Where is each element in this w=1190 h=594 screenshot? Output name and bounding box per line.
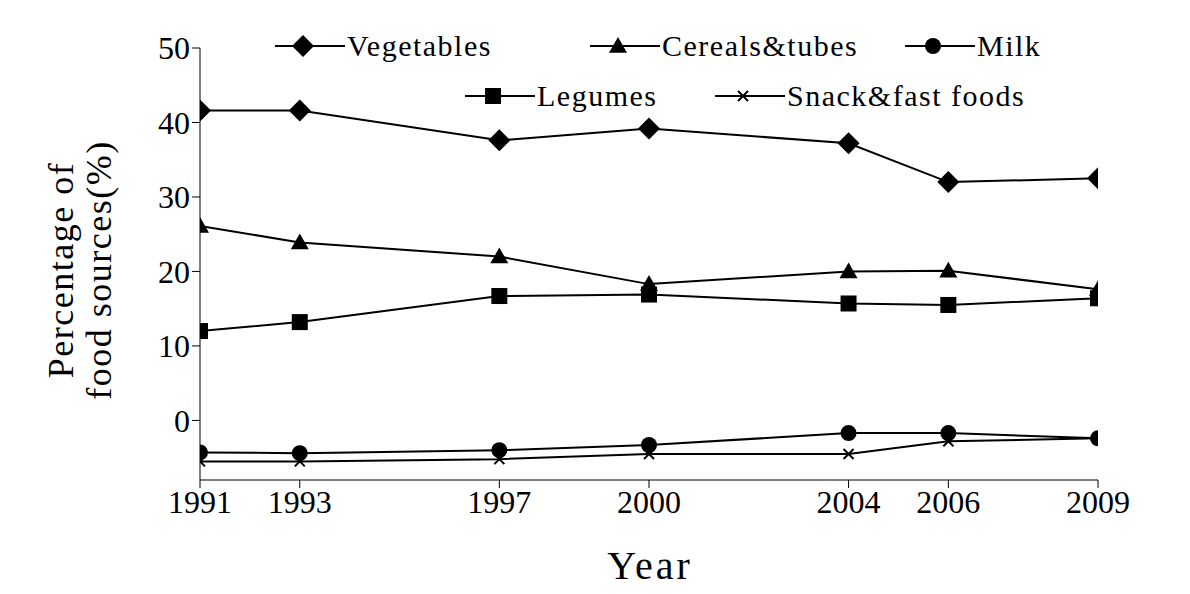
html-text:Snack&fast foods: Snack&fast foods	[787, 79, 1026, 112]
svg-text:2000: 2000	[617, 484, 681, 520]
html-text:Vegetables: Vegetables	[347, 29, 492, 62]
svg-text:30: 30	[158, 179, 190, 215]
html-text:Milk: Milk	[977, 29, 1042, 62]
svg-text:2004: 2004	[817, 484, 881, 520]
svg-text:1997: 1997	[467, 484, 531, 520]
svg-text:50: 50	[158, 30, 190, 66]
svg-text:40: 40	[158, 105, 190, 141]
html-text:Year: Year	[607, 542, 693, 588]
html-text:Legumes: Legumes	[537, 79, 658, 112]
svg-text:20: 20	[158, 254, 190, 290]
svg-text:2009: 2009	[1066, 484, 1130, 520]
svg-text:10: 10	[158, 328, 190, 364]
svg-text:0: 0	[174, 403, 190, 439]
svg-text:2006: 2006	[916, 484, 980, 520]
svg-text:1993: 1993	[268, 484, 332, 520]
html-text:food sources(%): food sources(%)	[79, 140, 119, 400]
html-text:Cereals&tubes: Cereals&tubes	[662, 29, 859, 62]
html-text:Percentage of: Percentage of	[41, 161, 81, 379]
svg-text:1991: 1991	[168, 484, 232, 520]
